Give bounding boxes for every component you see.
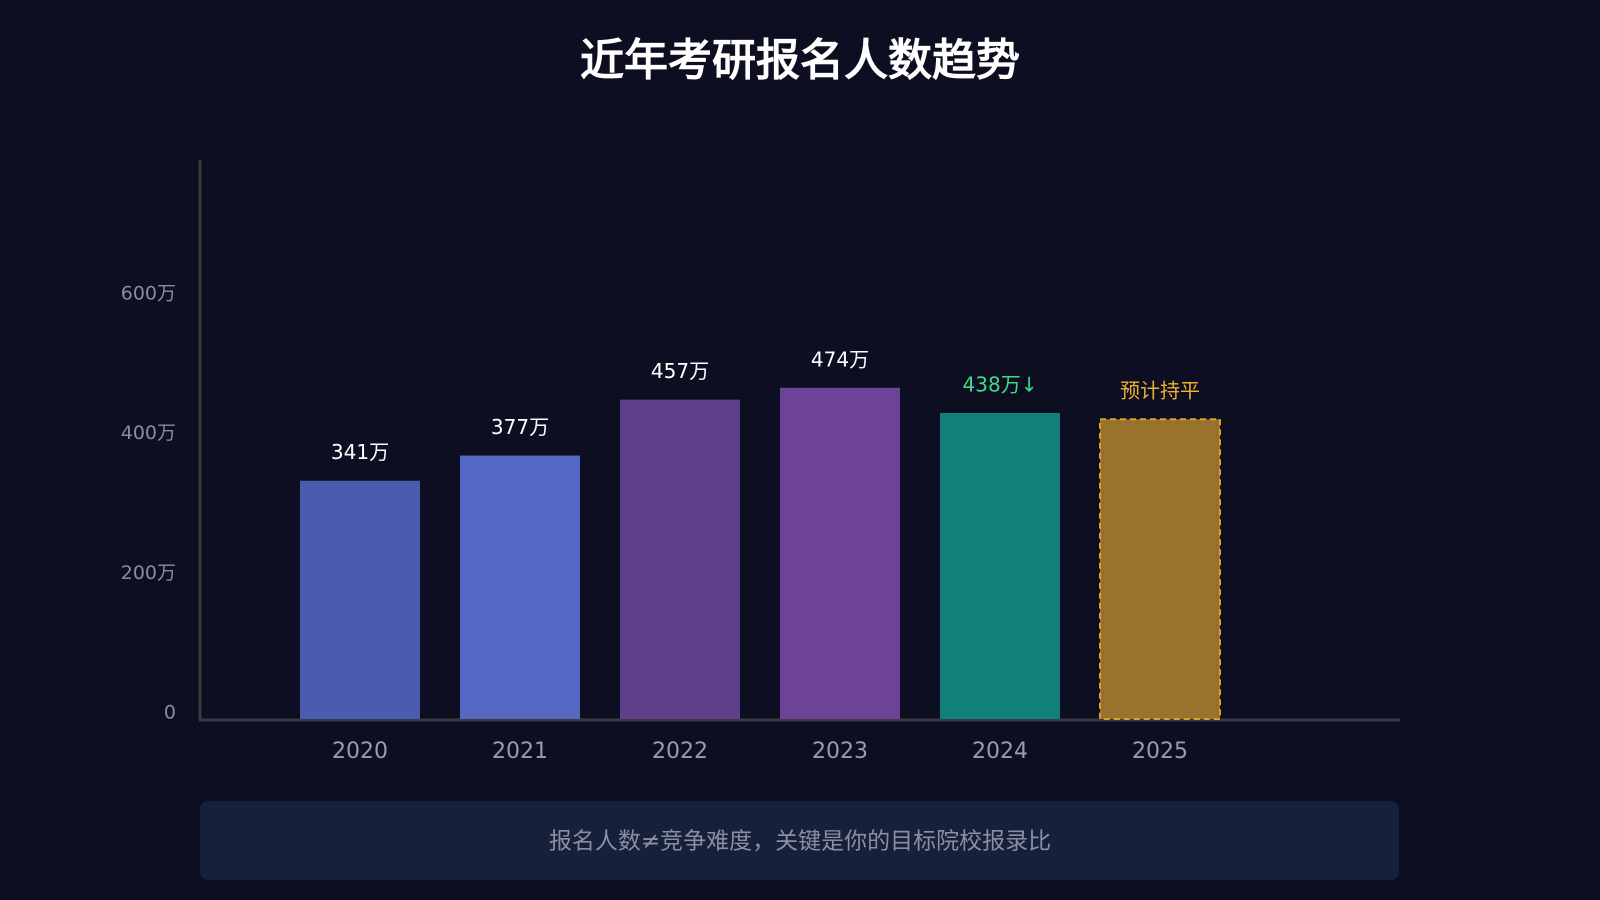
value-label: 377万 xyxy=(491,415,549,439)
footnote: 报名人数≠竞争难度，关键是你的目标院校报录比 xyxy=(549,829,1051,855)
y-tick-label: 200万 xyxy=(121,562,176,584)
value-label: 457万 xyxy=(651,359,709,383)
bar xyxy=(1099,418,1221,720)
value-label: 预计持平 xyxy=(1120,379,1200,403)
value-label: 438万↓ xyxy=(963,372,1038,396)
bar xyxy=(620,399,740,719)
y-tick-label: 400万 xyxy=(121,422,176,444)
chart-title: 近年考研报名人数趋势 xyxy=(580,35,1020,86)
footnote-box xyxy=(200,801,1399,880)
x-tick-label: 2023 xyxy=(812,739,868,764)
bar xyxy=(940,412,1060,719)
y-tick-label: 600万 xyxy=(121,282,176,304)
value-label: 474万 xyxy=(811,347,869,371)
x-tick-label: 2022 xyxy=(652,739,708,764)
value-label: 341万 xyxy=(331,440,389,464)
bar xyxy=(300,480,420,719)
bar xyxy=(460,455,580,719)
x-tick-label: 2025 xyxy=(1132,739,1188,764)
x-tick-label: 2021 xyxy=(492,739,548,764)
bar xyxy=(780,387,900,719)
y-tick-label: 0 xyxy=(164,702,176,724)
x-tick-label: 2024 xyxy=(972,739,1028,764)
x-tick-label: 2020 xyxy=(332,739,388,764)
